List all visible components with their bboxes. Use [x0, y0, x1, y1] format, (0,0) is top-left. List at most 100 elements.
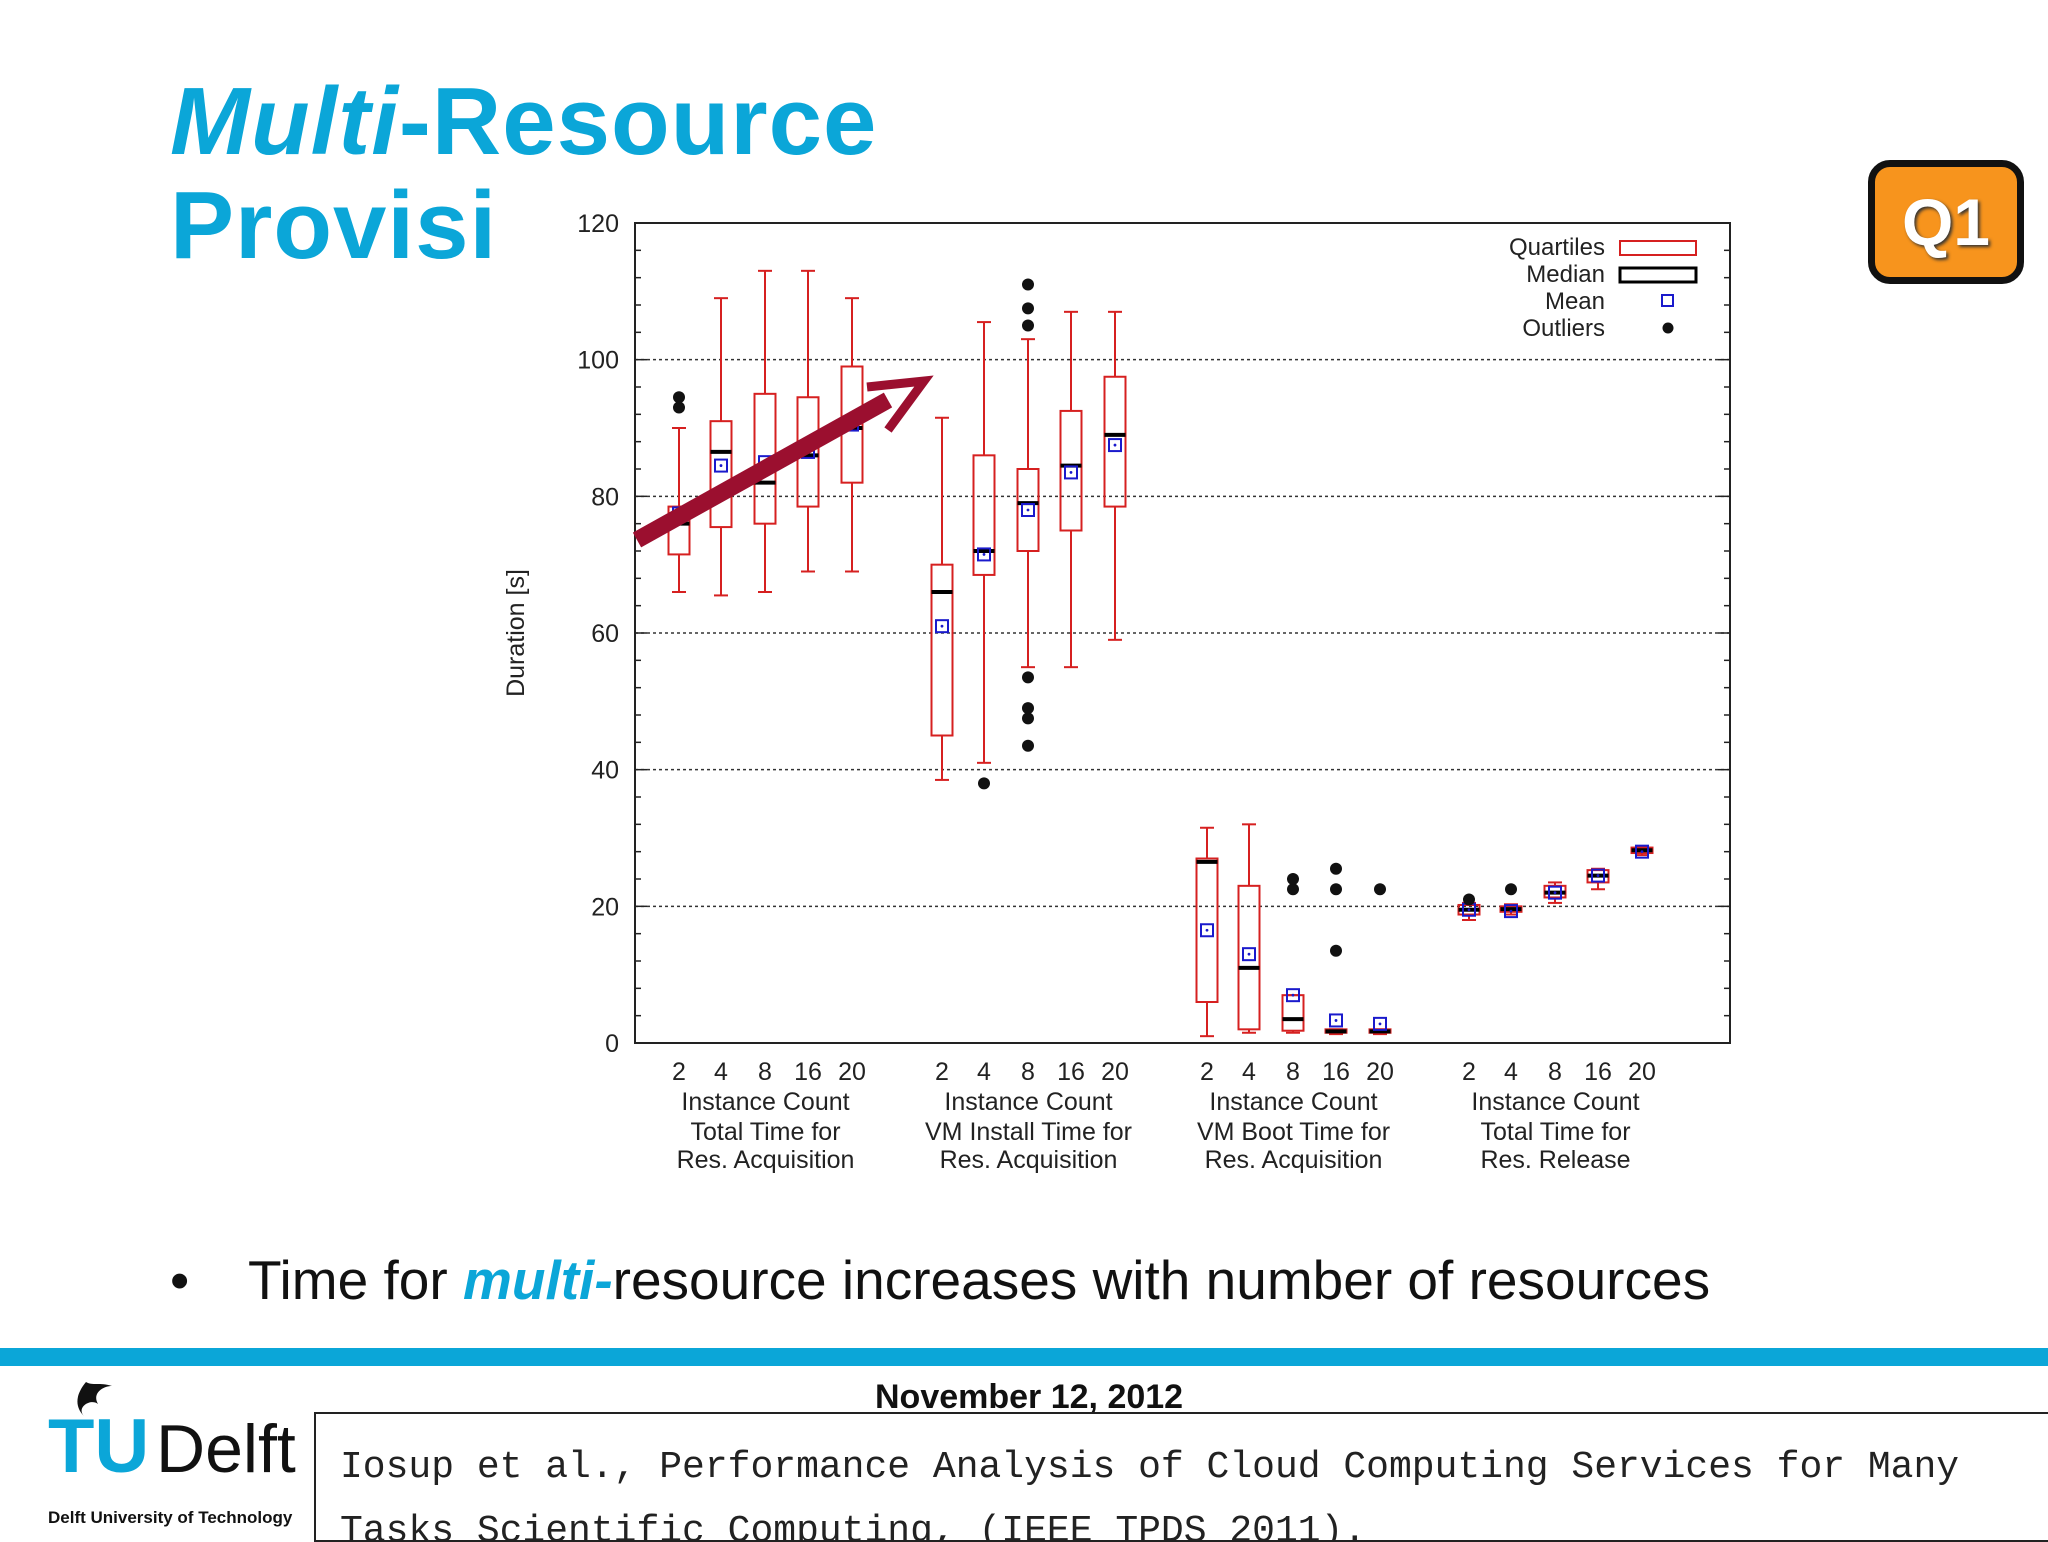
- outlier-point: [1505, 883, 1517, 896]
- mean-marker: [1286, 988, 1300, 1003]
- mean-marker-dot: [1247, 952, 1251, 956]
- legend-label: Median: [1526, 261, 1605, 288]
- x-tick-label: 16: [1057, 1058, 1085, 1086]
- x-tick-label: 2: [1200, 1058, 1214, 1086]
- title-line2: Provisi: [170, 172, 498, 279]
- mean-marker-dot: [1509, 909, 1513, 913]
- x-tick-label: 16: [794, 1058, 822, 1086]
- outlier-point: [1022, 739, 1034, 752]
- legend-label: Mean: [1545, 288, 1605, 315]
- mean-marker: [714, 458, 728, 473]
- group-label-line3: Res. Acquisition: [940, 1146, 1118, 1174]
- trend-arrow-shaft: [632, 392, 893, 548]
- outlier-point: [978, 777, 990, 790]
- y-axis-label: Duration [s]: [502, 569, 530, 697]
- outlier-point: [1287, 883, 1299, 896]
- outlier-point: [1330, 883, 1342, 896]
- outlier-point: [1330, 944, 1342, 957]
- mean-marker: [935, 619, 949, 634]
- x-tick-label: 2: [1462, 1058, 1476, 1086]
- y-tick-label: 120: [577, 210, 619, 238]
- legend-mean-swatch: [1661, 294, 1674, 307]
- mean-marker: [1504, 904, 1518, 919]
- mean-marker-dot: [1553, 891, 1557, 895]
- x-tick-label: 20: [1628, 1058, 1656, 1086]
- bullet-point: • Time for multi-resource increases with …: [170, 1248, 1710, 1312]
- outlier-point: [1463, 893, 1475, 906]
- mean-marker-dot: [719, 464, 723, 467]
- title-emphasis: Multi: [170, 68, 399, 175]
- mean-marker-dot: [1291, 993, 1295, 997]
- outlier-point: [673, 391, 685, 404]
- slide-title: Multi-Resource Provisi: [170, 70, 877, 278]
- y-tick-label: 60: [591, 620, 619, 648]
- bullet-text-pre: Time for: [248, 1249, 463, 1311]
- mean-marker-dot: [940, 624, 944, 628]
- footer-bar: [0, 1348, 2048, 1366]
- group-label-line3: Res. Acquisition: [1205, 1146, 1383, 1174]
- group-label-line2: Total Time for: [690, 1118, 840, 1146]
- x-tick-label: 20: [1101, 1058, 1129, 1086]
- y-tick-label: 40: [591, 757, 619, 785]
- quartile-box: [1059, 409, 1083, 532]
- group-label-line1: Instance Count: [681, 1088, 849, 1116]
- outlier-point: [1022, 302, 1034, 315]
- mean-marker: [1200, 923, 1214, 938]
- legend-outlier-swatch: [1662, 322, 1674, 334]
- bullet-symbol: •: [170, 1249, 190, 1311]
- mean-marker: [1329, 1013, 1343, 1028]
- x-tick-label: 8: [758, 1058, 772, 1086]
- outlier-point: [1022, 278, 1034, 291]
- outlier-point: [1330, 862, 1342, 875]
- outlier-point: [1022, 712, 1034, 725]
- quartile-box: [1195, 857, 1219, 1003]
- mean-marker-dot: [982, 553, 986, 556]
- mean-marker: [1108, 438, 1122, 453]
- legend-quartiles-swatch: [1619, 240, 1697, 256]
- mean-marker-dot: [1205, 928, 1209, 932]
- outlier-point: [673, 401, 685, 414]
- chart-panel: 0 20 40 60 80 100 120 Duration [s] 2 4 8 16 20 Instan…: [490, 195, 1830, 1205]
- mean-marker-dot: [1026, 508, 1030, 512]
- quartile-box: [1016, 468, 1040, 552]
- mean-marker-dot: [1467, 908, 1471, 912]
- mean-marker: [1242, 947, 1256, 962]
- outlier-point: [1374, 883, 1386, 896]
- outlier-point: [1022, 319, 1034, 332]
- title-rest: -Resource: [398, 68, 878, 175]
- x-tick-label: 4: [1242, 1058, 1256, 1086]
- logo-subtitle: Delft University of Technology: [48, 1508, 293, 1527]
- mean-marker: [977, 547, 991, 562]
- x-tick-label: 20: [838, 1058, 866, 1086]
- footer-date: November 12, 2012: [875, 1378, 1184, 1416]
- x-tick-label: 2: [935, 1058, 949, 1086]
- outlier-point: [1022, 671, 1034, 684]
- y-tick-label: 100: [577, 347, 619, 375]
- tu-delft-logo: TU Delft: [48, 1382, 296, 1489]
- group-label-line2: Total Time for: [1480, 1118, 1630, 1146]
- y-tick-label: 20: [591, 893, 619, 921]
- quartile-box: [1237, 884, 1261, 1031]
- outlier-point: [1287, 873, 1299, 885]
- mean-marker: [1064, 465, 1078, 480]
- plot-frame: [634, 222, 1731, 1044]
- x-tick-label: 8: [1021, 1058, 1035, 1086]
- mean-marker: [1548, 885, 1562, 900]
- flame-icon: [77, 1382, 112, 1416]
- quartile-box: [972, 454, 996, 576]
- legend-label: Outliers: [1522, 315, 1605, 342]
- quartile-box: [709, 420, 733, 529]
- mean-marker: [1635, 844, 1649, 859]
- y-tick-label: 80: [591, 483, 619, 511]
- outlier-point: [1022, 702, 1034, 715]
- logo-tu: TU: [48, 1404, 149, 1489]
- x-tick-label: 16: [1584, 1058, 1612, 1086]
- question-badge: Q1: [1868, 160, 2024, 284]
- x-tick-label: 20: [1366, 1058, 1394, 1086]
- mean-marker: [1021, 503, 1035, 517]
- group-label-line1: Instance Count: [1471, 1088, 1639, 1116]
- group-label-line3: Res. Release: [1480, 1146, 1630, 1174]
- group-label-line2: VM Boot Time for: [1197, 1118, 1390, 1146]
- x-tick-label: 2: [672, 1058, 686, 1086]
